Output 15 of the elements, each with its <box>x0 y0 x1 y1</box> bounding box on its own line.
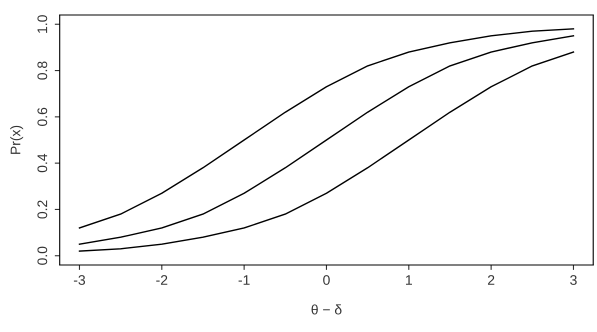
x-tick-label: -3 <box>74 275 86 285</box>
y-tick-label: 1.0 <box>37 15 48 33</box>
y-tick-label: 0.4 <box>37 154 48 172</box>
x-tick-label: -2 <box>156 275 168 285</box>
y-tick-label: 0.2 <box>37 200 48 219</box>
y-axis-title: Pr(x) <box>10 126 24 154</box>
x-tick-label: 2 <box>488 275 494 285</box>
x-tick-label: 0 <box>323 275 330 285</box>
x-tick-label: 1 <box>406 275 412 285</box>
x-tick-label: -1 <box>238 275 250 285</box>
x-tick-label: 3 <box>570 275 577 285</box>
y-tick-label: 0.8 <box>37 62 48 80</box>
y-tick-label: 0.0 <box>37 246 48 265</box>
y-tick-label: 0.6 <box>37 108 48 126</box>
x-axis-title: θ − δ <box>312 304 342 315</box>
